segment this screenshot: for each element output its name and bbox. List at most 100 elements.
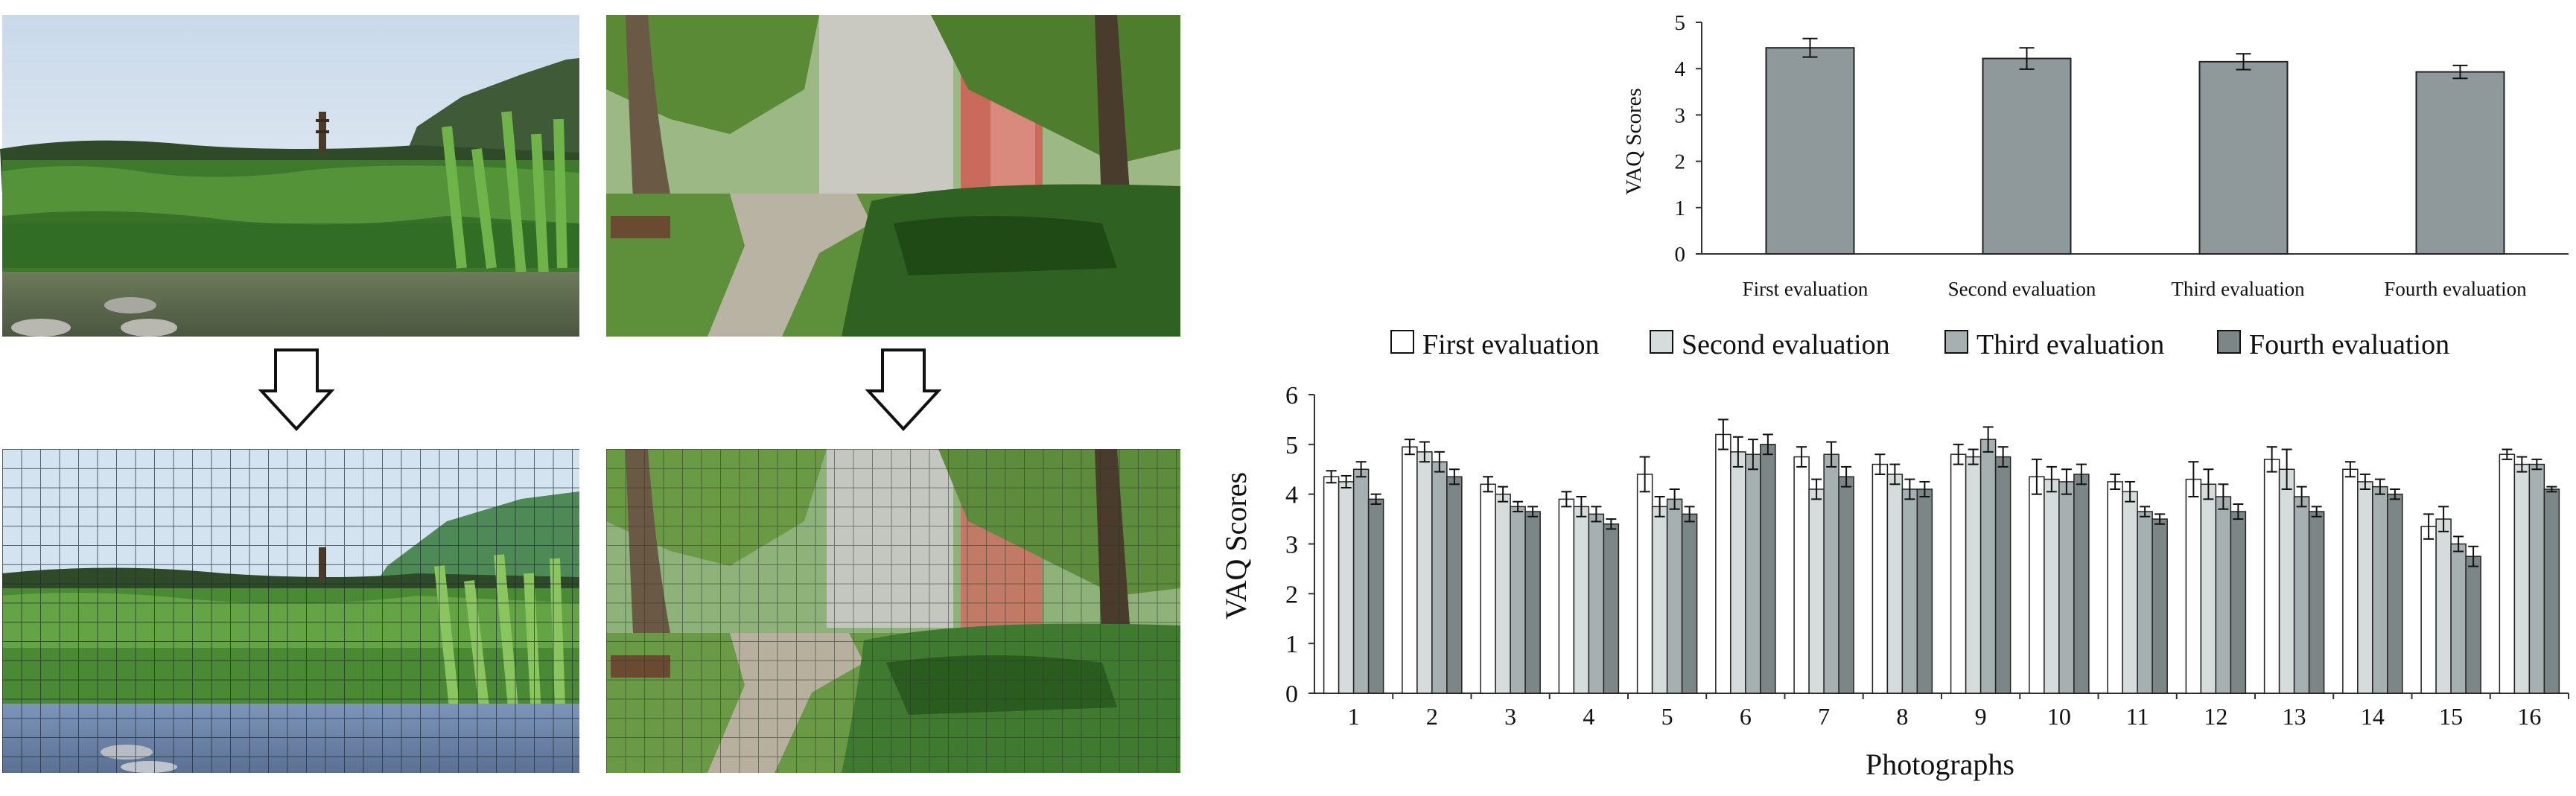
bar — [2357, 481, 2373, 694]
legend-label: Fourth evaluation — [2249, 329, 2449, 360]
bar — [1760, 444, 1776, 694]
legend-item-fourth-evaluation: Fourth evaluation — [2217, 329, 2449, 360]
bar — [1323, 476, 1340, 694]
bar — [1793, 456, 1810, 694]
x-tick-label: Second evaluation — [1948, 278, 2096, 300]
bar — [2200, 483, 2217, 694]
bar — [1871, 463, 1889, 694]
x-tick-label: 3 — [1504, 703, 1516, 730]
y-tick-label: 2 — [1675, 150, 1686, 174]
bar — [2513, 463, 2531, 694]
x-tick-label: 9 — [1975, 703, 1987, 730]
bar — [1808, 488, 1825, 694]
x-tick-label: 10 — [2047, 703, 2071, 730]
x-tick-label: 4 — [1583, 703, 1594, 730]
bar — [2263, 459, 2280, 694]
x-tick-label: 14 — [2361, 703, 2385, 730]
y-tick-label: 5 — [1675, 11, 1686, 35]
x-tick-label: Fourth evaluation — [2384, 278, 2527, 300]
bar — [1965, 456, 1982, 694]
bar — [2293, 496, 2310, 694]
bar — [1666, 498, 1683, 694]
legend-swatch — [1390, 330, 1414, 354]
legend-item-first-evaluation: First evaluation — [1390, 329, 1599, 360]
y-tick-label: 1 — [1675, 197, 1686, 220]
bar — [2465, 555, 2481, 694]
legend-item-third-evaluation: Third evaluation — [1944, 329, 2164, 360]
y-tick-label: 0 — [1285, 681, 1298, 708]
bar — [2230, 511, 2247, 694]
bar — [1681, 513, 1698, 694]
bar — [1510, 506, 1526, 694]
y-tick-label: 1 — [1285, 631, 1298, 658]
bar — [2342, 468, 2359, 694]
bar — [2137, 511, 2153, 694]
legend: First evaluation Second evaluation Third… — [1390, 329, 2449, 360]
bar — [1730, 451, 1746, 694]
bar — [2415, 71, 2505, 255]
bar — [2420, 526, 2437, 694]
bar — [1367, 498, 1384, 694]
bar — [2278, 468, 2295, 694]
x-tick-label: 13 — [2283, 703, 2306, 730]
down-arrow-icon — [865, 348, 942, 431]
bar — [1558, 498, 1575, 694]
bar — [2543, 488, 2560, 694]
bar — [2372, 485, 2388, 694]
bar — [1715, 433, 1731, 694]
bar — [1588, 513, 1605, 694]
legend-label: Third evaluation — [1976, 329, 2164, 360]
x-tick-label: 16 — [2517, 703, 2541, 730]
bar — [2185, 478, 2202, 694]
bar — [1446, 476, 1463, 694]
bar — [1979, 439, 1997, 694]
bar — [1495, 493, 1511, 694]
bar — [2308, 511, 2325, 694]
legend-swatch — [2217, 330, 2241, 354]
x-tick-label: 2 — [1426, 703, 1438, 730]
x-tick-label: 6 — [1740, 703, 1752, 730]
x-tick-label: First evaluation — [1743, 278, 1869, 300]
x-tick-label: 1 — [1348, 703, 1360, 730]
bar — [1416, 451, 1433, 694]
bar — [2215, 496, 2232, 694]
bar — [1982, 57, 2072, 255]
bar — [1431, 461, 1448, 694]
bar — [1352, 468, 1370, 694]
bar — [2450, 543, 2467, 694]
y-tick-label: 0 — [1675, 243, 1686, 267]
bar — [1901, 488, 1918, 694]
bar — [1636, 474, 1653, 694]
photo-lotus-pond-gridded — [2, 449, 579, 773]
bar — [1573, 506, 1590, 694]
y-tick-label: 6 — [1285, 382, 1298, 410]
bar — [1838, 476, 1854, 694]
bar — [1745, 453, 1761, 694]
y-axis-label: VAQ Scores — [1219, 472, 1253, 620]
legend-swatch — [1944, 330, 1968, 354]
x-tick-label: Third evaluation — [2171, 278, 2305, 300]
y-tick-label: 3 — [1675, 104, 1686, 127]
x-tick-label: 5 — [1661, 703, 1673, 730]
x-tick-label: 11 — [2126, 703, 2149, 730]
bar — [1765, 47, 1855, 255]
bar — [1651, 506, 1668, 694]
y-tick-label: 2 — [1285, 581, 1298, 608]
photo-lotus-pond — [0, 15, 579, 337]
bar — [2152, 518, 2168, 694]
bar — [2435, 518, 2452, 694]
bar — [2073, 474, 2090, 694]
bar — [1524, 511, 1541, 694]
bar — [2499, 453, 2516, 694]
bar — [1402, 446, 1418, 694]
x-tick-label: 8 — [1896, 703, 1908, 730]
photo-garden-path — [606, 15, 1180, 337]
bar — [2198, 60, 2289, 255]
legend-swatch — [1650, 330, 1673, 354]
bar — [1994, 456, 2011, 694]
top-bar-chart: 0 1 2 3 4 5 VAQ Scores First evaluation Secon… — [1622, 11, 2569, 300]
legend-label: Second evaluation — [1682, 329, 1890, 360]
bar — [1823, 453, 1839, 694]
bar — [1480, 483, 1496, 694]
